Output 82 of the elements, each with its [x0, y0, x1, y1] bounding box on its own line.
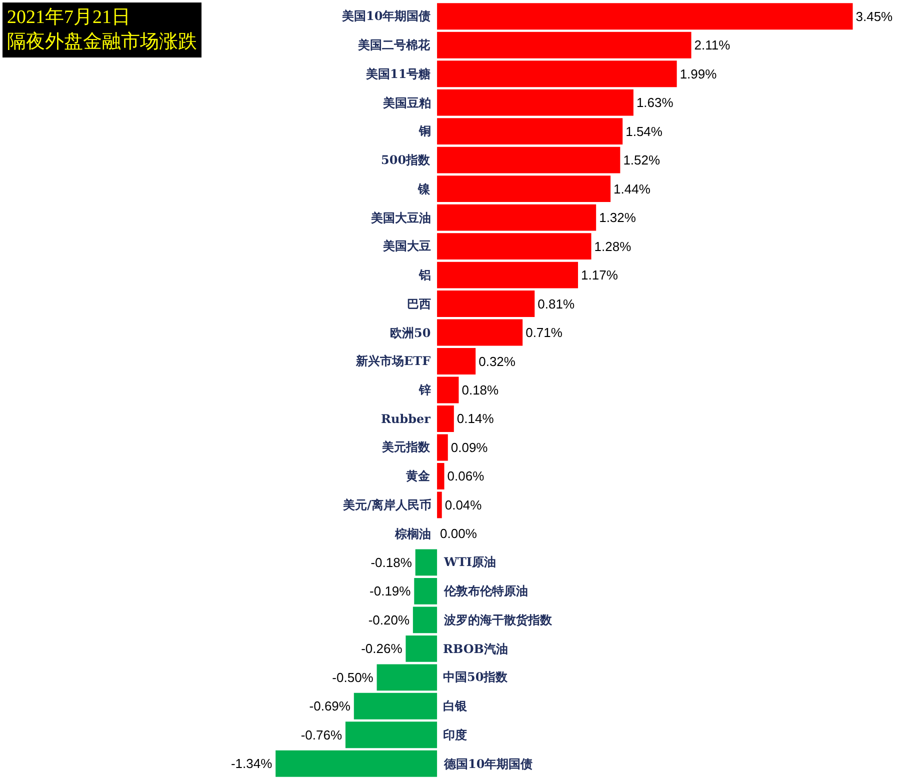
bar [437, 204, 596, 231]
data-label: 0.71% [526, 325, 563, 340]
data-label: 1.28% [594, 238, 632, 254]
data-label: 0.81% [538, 296, 575, 312]
data-label: 0.06% [447, 468, 485, 484]
bar [437, 434, 448, 461]
bar [437, 348, 476, 374]
y-tick-label: 棕榈油 [394, 527, 431, 541]
bar [437, 146, 620, 174]
data-label: -0.20% [368, 612, 410, 628]
data-label: 3.45% [856, 8, 894, 24]
y-tick-label: 美国豆粕 [382, 96, 431, 110]
data-label: 1.99% [680, 66, 718, 82]
y-tick-label: 500指数 [381, 153, 432, 167]
bar [437, 376, 459, 404]
y-tick-label: 铜 [418, 124, 431, 138]
bar [437, 262, 578, 288]
data-label: 2.11% [694, 38, 731, 53]
y-tick-label: 美国10年期国债 [341, 9, 431, 23]
data-label: 0.14% [456, 411, 494, 426]
y-tick-label: 白银 [443, 699, 468, 713]
y-tick-label: 波罗的海干散货指数 [443, 613, 553, 627]
y-tick-label: 巴西 [407, 297, 431, 311]
data-label: 0.00% [440, 526, 478, 542]
data-label: 1.44% [614, 181, 651, 196]
y-tick-label: 美国二号棉花 [357, 38, 431, 52]
data-label: -0.69% [309, 698, 351, 714]
data-label: 1.32% [599, 210, 636, 226]
bar [437, 32, 692, 58]
data-label: -0.19% [370, 584, 412, 599]
y-tick-label: 美国大豆 [382, 239, 431, 253]
y-tick-label: WTI原油 [443, 555, 496, 569]
bar [437, 463, 444, 490]
text: 2021年7月21日 [7, 7, 130, 28]
y-tick-label: 美国大豆油 [370, 211, 431, 225]
bar [437, 3, 853, 30]
bar [376, 664, 438, 691]
data-label: 1.54% [626, 124, 663, 139]
bar [345, 722, 438, 748]
y-tick-label: 美元/离岸人民币 [342, 498, 432, 512]
y-tick-label: RBOB汽油 [443, 642, 508, 656]
y-tick-label: 锌 [418, 383, 431, 397]
bar [437, 118, 623, 145]
bar [437, 233, 592, 260]
bar [437, 492, 442, 518]
y-tick-label: 铝 [418, 268, 431, 282]
data-label: 1.63% [636, 95, 674, 110]
y-tick-label: 印度 [443, 728, 467, 742]
data-label: 0.09% [450, 440, 488, 455]
data-label: -0.18% [370, 554, 412, 570]
data-label: 0.18% [462, 382, 500, 398]
y-tick-label: 美元指数 [381, 440, 431, 454]
data-label: 1.17% [581, 268, 618, 283]
data-label: -0.26% [361, 641, 403, 656]
y-tick-label: 美国11号糖 [365, 67, 431, 81]
bar [437, 290, 535, 317]
data-label: 0.32% [478, 354, 516, 369]
data-label: 0.04% [444, 497, 482, 512]
data-label: 1.52% [623, 152, 660, 168]
bar [437, 176, 611, 202]
y-tick-label: Rubber [381, 412, 432, 426]
y-tick-label: 伦敦布伦特原油 [443, 584, 528, 598]
data-label: -0.76% [300, 727, 342, 742]
data-label: -1.34% [230, 756, 273, 772]
bar [437, 406, 454, 432]
y-tick-label: 德国10年期国债 [443, 757, 533, 771]
y-tick-label: 中国50指数 [443, 670, 509, 684]
y-tick-label: 新兴市场ETF [355, 354, 432, 368]
bar [414, 578, 438, 604]
text: 隔夜外盘金融市场涨跌 [7, 30, 197, 53]
bar [406, 635, 438, 662]
bar [437, 60, 677, 88]
y-tick-label: 黄金 [405, 469, 431, 483]
y-tick-label: 镍 [417, 182, 431, 196]
bar [354, 692, 438, 720]
bar [276, 750, 438, 777]
bar [415, 549, 438, 576]
bar [437, 319, 523, 346]
data-label: -0.50% [332, 670, 374, 685]
bar [412, 606, 438, 634]
y-tick-label: 欧洲50 [390, 326, 431, 340]
bar [437, 89, 634, 116]
